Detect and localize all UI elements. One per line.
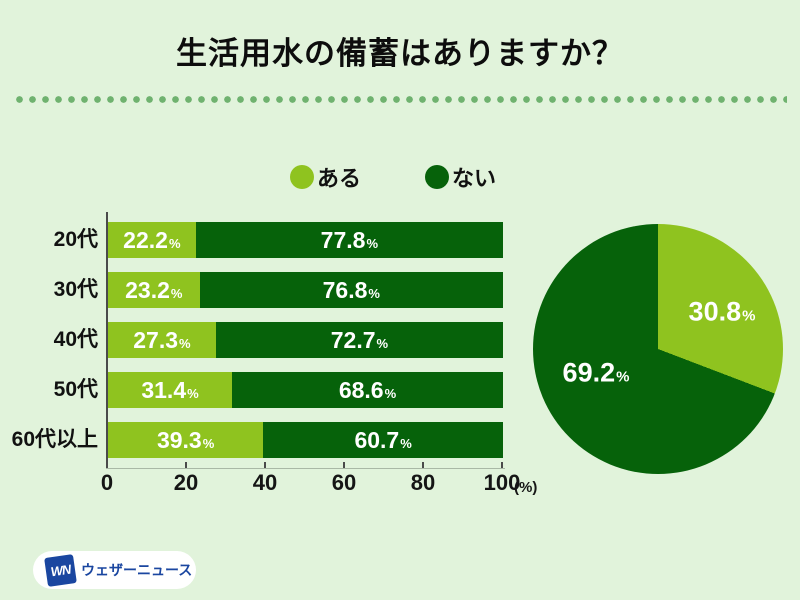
weathernews-logo: WN ウェザーニュース [33,551,196,589]
bar-value-unit: % [170,285,183,301]
x-axis-tick [501,462,503,468]
bar-value-unit: % [366,235,378,251]
bar-category-label: 40代 [53,328,98,351]
logo-text: ウェザーニュース [81,562,193,578]
bar-segment: 39.3% [108,422,264,458]
x-axis-tick [422,462,424,468]
x-axis-tick [185,462,187,468]
bar-segment: 72.7% [215,322,503,358]
x-axis-tick-label: 100 [483,470,521,495]
bar-row: 23.2% 76.8% [108,272,503,308]
bar-value-unit: % [384,385,397,401]
x-axis-tick [264,462,266,468]
x-axis-tick [343,462,345,468]
legend-label: ない [452,166,497,191]
pie-slice-label: 69.2% [562,357,630,388]
bar-category-label: 60代以上 [11,428,98,451]
x-axis-unit-label: (%) [514,479,538,496]
bar-value: 22.2 [123,226,168,253]
x-axis-tick-label: 0 [100,470,114,495]
bar-segment: 68.6% [232,372,503,408]
pie-chart: 30.8% 69.2% [533,224,783,474]
bar-segment: 60.7% [263,422,503,458]
bar-value-unit: % [368,285,380,301]
bar-row: 39.3% 60.7% [108,422,503,458]
bar-value-unit: % [168,235,181,251]
bar-segment: 22.2% [108,222,196,258]
bar-value: 31.4 [141,376,187,403]
bar-row: 31.4% 68.6% [108,372,503,408]
bar-segment: 76.8% [199,272,503,308]
bar-value-unit: % [202,435,215,451]
bar-row: 22.2% 77.8% [108,222,503,258]
legend-item: ない [425,161,496,193]
legend-label: ある [317,166,362,191]
x-axis-tick-label: 20 [173,470,199,495]
bar-category-label: 20代 [53,228,98,251]
chart-legend: ある ない [290,161,496,193]
bar-value-unit: % [187,385,199,401]
legend-item: ある [290,161,361,193]
bar-value: 23.2 [125,276,170,303]
bar-segment: 23.2% [108,272,200,308]
bar-value: 68.6 [338,376,384,403]
legend-swatch-icon [425,165,450,189]
bar-value-unit: % [376,335,389,351]
page-title: 生活用水の備蓄はありますか？ [176,36,624,71]
bar-category-label: 50代 [53,378,98,401]
bar-value-unit: % [179,335,191,351]
bar-value: 27.3 [133,326,179,353]
bar-category-label: 30代 [53,278,98,301]
legend-swatch-icon [290,165,314,189]
bar-segment: 27.3% [108,322,216,358]
dotted-divider [13,96,787,103]
bar-value: 77.8 [320,226,366,253]
x-axis-tick [106,462,108,468]
y-axis-line [106,212,108,468]
bar-value: 60.7 [354,426,400,453]
bar-value: 39.3 [156,426,202,453]
bar-value: 72.7 [330,326,376,353]
bar-row: 27.3% 72.7% [108,322,503,358]
x-axis-line [106,468,505,469]
x-axis-tick-label: 40 [252,470,278,495]
bar-segment: 31.4% [108,372,233,408]
bar-segment: 77.8% [195,222,503,258]
x-axis-tick-label: 60 [331,470,357,495]
bar-value-unit: % [400,435,412,451]
bar-value: 76.8 [322,276,368,303]
x-axis-tick-label: 80 [410,470,436,495]
pie-slice-label: 30.8% [688,296,756,327]
wn-logo-icon: WN [44,553,77,587]
